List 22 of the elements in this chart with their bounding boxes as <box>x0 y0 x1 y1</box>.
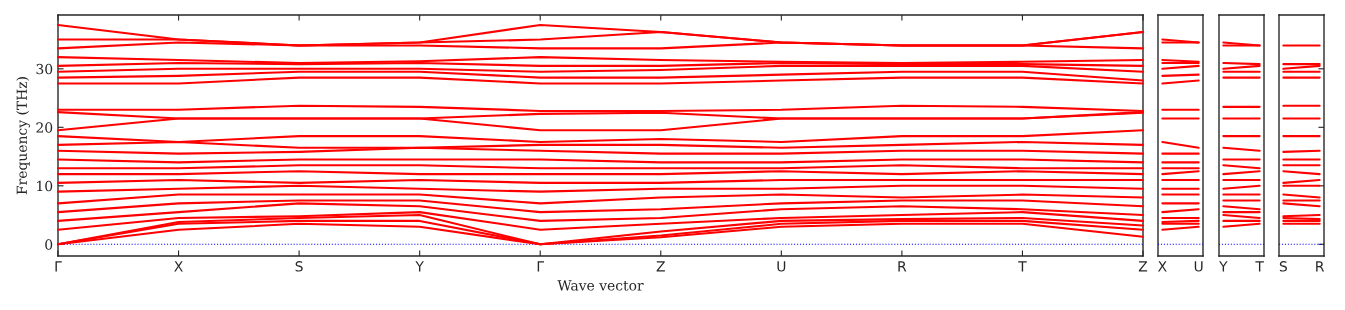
y-tick-label: 10 <box>37 180 53 192</box>
x-tick-label: U <box>777 261 786 272</box>
x-tick-label: Z <box>656 261 665 272</box>
x-tick-label: Γ <box>537 261 545 272</box>
y-tick-label: 20 <box>36 122 53 133</box>
x-tick-label: X <box>1158 261 1167 272</box>
x-axis-title: Wave vector <box>557 280 644 291</box>
x-tick-label: Γ <box>55 261 62 272</box>
x-tick-label: Y <box>1219 261 1228 272</box>
x-tick-label: Z <box>1138 261 1148 272</box>
x-tick-label: T <box>1018 261 1027 272</box>
x-tick-label: U <box>1194 261 1203 272</box>
x-tick-label: R <box>1316 261 1325 272</box>
x-tick-label: T <box>1255 261 1264 272</box>
x-tick-label: S <box>295 261 303 272</box>
y-axis-title: Frequency (THz) <box>16 77 30 195</box>
y-tick-label: 0 <box>45 239 53 250</box>
x-tick-label: R <box>898 261 907 272</box>
x-tick-label: X <box>174 261 183 272</box>
x-tick-label: S <box>1279 261 1287 272</box>
x-tick-label: Y <box>415 261 424 272</box>
y-tick-label: 30 <box>36 63 53 75</box>
